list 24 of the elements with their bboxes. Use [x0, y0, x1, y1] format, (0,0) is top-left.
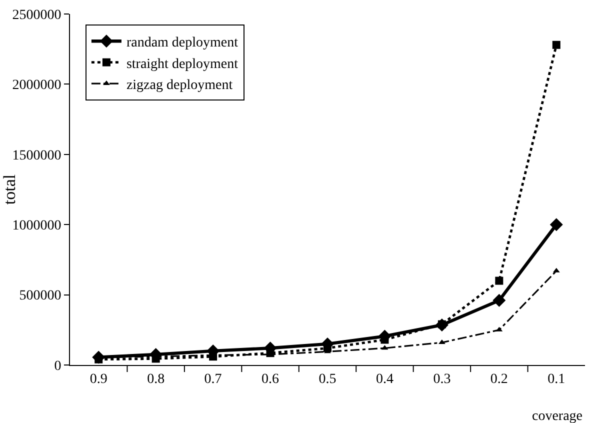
point	[550, 218, 563, 232]
x-tick-label: 0.8	[147, 372, 165, 387]
x-tick-label: 0.1	[548, 372, 566, 387]
x-tick-label: 0.9	[90, 372, 108, 387]
y-tick-label: 500000	[19, 288, 62, 304]
x-tick-label: 0.3	[433, 372, 451, 387]
x-tick-label: 0.6	[262, 372, 280, 387]
point	[552, 40, 560, 49]
y-tick-label: 2000000	[12, 78, 62, 94]
x-tick-label: 0.4	[376, 372, 394, 387]
x-axis-title: coverage	[532, 409, 583, 423]
y-axis-title: total	[0, 174, 19, 205]
point	[495, 276, 504, 285]
y-tick-label: 1500000	[12, 148, 62, 164]
legend-label: straight deployment	[126, 56, 238, 72]
y-tick-label: 0	[54, 358, 62, 374]
legend-label: zigzag deployment	[126, 78, 233, 93]
y-tick-label: 1000000	[12, 218, 62, 234]
x-tick-label: 0.5	[318, 372, 336, 387]
x-tick-label: 0.7	[204, 372, 222, 387]
x-tick-label: 0.2	[490, 372, 508, 387]
legend-label: randam deployment	[126, 36, 238, 51]
y-tick-label: 2500000	[12, 8, 62, 23]
point	[492, 294, 506, 307]
